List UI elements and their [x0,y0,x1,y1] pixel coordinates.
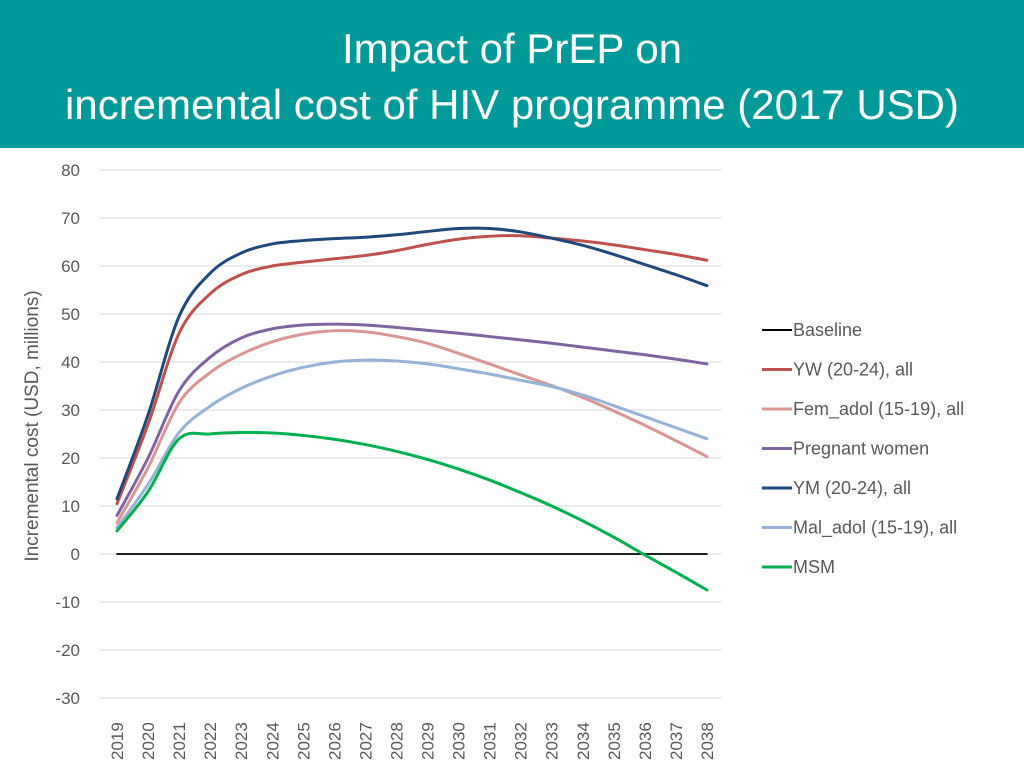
y-tick-label: 50 [61,305,80,324]
x-tick-label: 2022 [201,722,220,760]
x-tick-label: 2024 [263,722,282,760]
y-tick-label: -30 [55,689,80,708]
x-tick-label: 2019 [108,722,127,760]
series-line-pregnant-women [115,322,709,518]
x-tick-label: 2030 [450,722,469,760]
y-tick-label: 10 [61,497,80,516]
slide-title-line-2: incremental cost of HIV programme (2017 … [65,81,959,128]
x-tick-label: 2034 [574,722,593,760]
series-line-ym-20-24-all [115,226,709,501]
x-tick-label: 2025 [294,722,313,760]
x-tick-label: 2037 [667,722,686,760]
slide-title-line-1: Impact of PrEP on [341,25,683,72]
series-line-fem-adol-15-19-all [115,329,709,525]
legend-label-ym-20-24-all: YM (20-24), all [793,478,911,498]
legend: Baseline YW (20-24), all Fem_adol (15-19),… [762,320,964,577]
y-tick-label: 80 [61,161,80,180]
x-tick-label: 2035 [605,722,624,760]
legend-label-fem-adol-15-19-all: Fem_adol (15-19), all [793,399,964,420]
x-tick-label: 2033 [543,722,562,760]
x-tick-label: 2021 [170,722,189,760]
y-tick-label: 30 [61,401,80,420]
y-tick-label: 20 [61,449,80,468]
x-tick-label: 2029 [419,722,438,760]
x-tick-label: 2026 [325,722,344,760]
x-tick-label: 2020 [139,722,158,760]
y-tick-label: -20 [55,641,80,660]
y-tick-label: -10 [55,593,80,612]
x-axis-ticks: 2019 2020 2021 2022 2023 2024 2025 2026 2027 2028… [108,722,717,760]
legend-label-mal-adol-15-19-all: Mal_adol (15-19), all [793,518,957,539]
y-tick-label: 60 [61,257,80,276]
series-line-mal-adol-15-19-all [115,358,709,530]
series-lines [115,226,709,592]
y-axis-label: Incremental cost (USD, millions) [22,290,43,561]
series-line-msm [115,431,709,592]
title-banner: Impact of PrEP on incremental cost of HI… [0,0,1024,148]
series-line-yw-20-24-all [115,234,709,506]
x-tick-label: 2032 [512,722,531,760]
y-tick-label: 70 [61,209,80,228]
y-tick-label: 0 [71,545,80,564]
legend-label-pregnant-women: Pregnant women [793,439,929,459]
y-axis-ticks: -30 -20 -10 0 10 20 30 40 50 60 70 80 [55,161,80,708]
legend-label-msm: MSM [793,557,835,577]
legend-label-baseline: Baseline [793,320,862,340]
x-tick-label: 2036 [636,722,655,760]
y-tick-label: 40 [61,353,80,372]
x-tick-label: 2031 [481,722,500,760]
x-tick-label: 2028 [387,722,406,760]
x-tick-label: 2023 [232,722,251,760]
legend-label-yw-20-24-all: YW (20-24), all [793,360,913,380]
x-tick-label: 2038 [698,722,717,760]
x-tick-label: 2027 [356,722,375,760]
